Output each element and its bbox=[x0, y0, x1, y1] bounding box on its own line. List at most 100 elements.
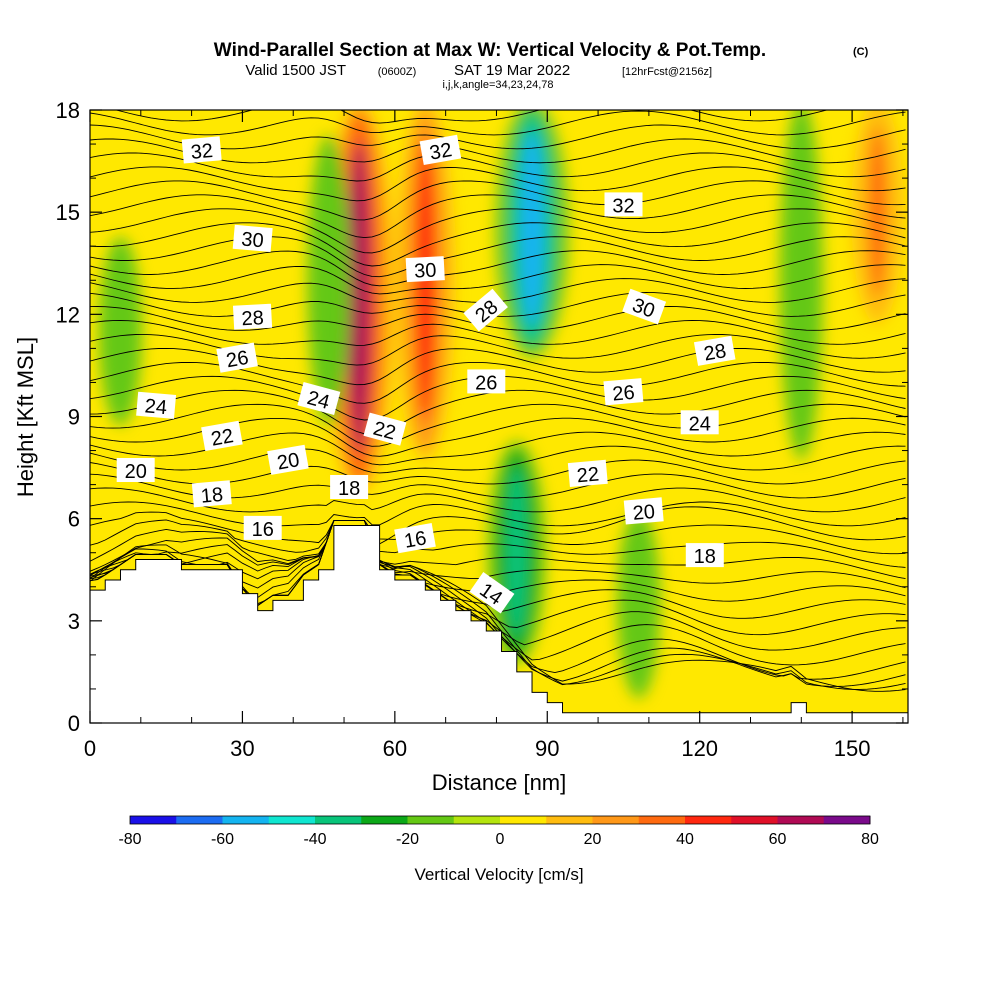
contour-label-text: 26 bbox=[612, 382, 636, 406]
contour-label-box bbox=[567, 459, 608, 488]
contour-label: 30 bbox=[405, 256, 445, 283]
contour-label: 32 bbox=[419, 134, 462, 166]
theta-line bbox=[90, 208, 906, 254]
colorbar-swatch bbox=[176, 816, 223, 824]
contour-label: 20 bbox=[267, 444, 309, 475]
theta-line bbox=[90, 222, 906, 267]
colorbar-swatch bbox=[823, 816, 871, 824]
contour-label: 28 bbox=[693, 335, 736, 366]
contour-label-box bbox=[232, 224, 273, 253]
contour-label: 22 bbox=[363, 412, 407, 446]
contour-label: 16 bbox=[394, 522, 436, 554]
velocity-cell bbox=[631, 532, 647, 675]
contour-label: 20 bbox=[116, 458, 155, 483]
x-tick-label: 150 bbox=[834, 736, 871, 761]
contour-label: 24 bbox=[136, 391, 177, 419]
contour-label-box bbox=[469, 572, 515, 614]
y-tick-label: 6 bbox=[68, 507, 80, 532]
contour-label-box bbox=[693, 335, 736, 366]
colorbar-swatch bbox=[500, 816, 547, 824]
colorbar-swatch bbox=[453, 816, 501, 824]
contour-label-box bbox=[243, 515, 282, 540]
contour-label-box bbox=[603, 378, 644, 406]
forecast-info: [12hrFcst@2156z] bbox=[622, 66, 712, 78]
contour-label: 18 bbox=[330, 475, 369, 500]
theta-line bbox=[90, 445, 906, 474]
valid-utc: (0600Z) bbox=[378, 66, 417, 78]
colorbar-tick-label: -20 bbox=[396, 831, 419, 848]
contour-label: 20 bbox=[623, 497, 664, 525]
contour-label-text: 32 bbox=[190, 140, 214, 164]
colorbar-tick-label: 80 bbox=[861, 831, 879, 848]
contour-label-text: 22 bbox=[209, 425, 235, 451]
copyright-mark: (C) bbox=[853, 46, 869, 58]
contour-label-text: 18 bbox=[694, 546, 716, 568]
chart-title: Wind-Parallel Section at Max W: Vertical… bbox=[214, 40, 766, 61]
contour-label-text: 16 bbox=[252, 519, 274, 541]
contour-label-text: 28 bbox=[241, 307, 264, 330]
colorbar-swatch bbox=[777, 816, 825, 824]
y-tick-label: 12 bbox=[56, 302, 80, 327]
colorbar-swatch bbox=[638, 816, 686, 824]
contour-label-text: 28 bbox=[702, 340, 728, 366]
theta-line bbox=[90, 152, 906, 182]
contour-label-text: 18 bbox=[200, 484, 224, 508]
contour-label-box bbox=[232, 303, 273, 330]
contour-label-box bbox=[680, 410, 719, 435]
theta-line bbox=[90, 519, 906, 589]
theta-line bbox=[90, 306, 906, 331]
theta-line bbox=[90, 166, 906, 202]
theta-line bbox=[90, 506, 906, 545]
y-tick-label: 3 bbox=[68, 609, 80, 634]
contour-label: 18 bbox=[191, 480, 232, 508]
theta-line bbox=[90, 292, 906, 317]
contour-label-text: 22 bbox=[576, 463, 600, 487]
contour-label-box bbox=[363, 412, 407, 446]
contour-label-box bbox=[419, 134, 462, 166]
contour-label-text: 24 bbox=[689, 413, 711, 435]
contour-label-box bbox=[330, 475, 369, 499]
contour-label: 18 bbox=[685, 543, 724, 568]
contour-label-text: 30 bbox=[414, 260, 437, 283]
contour-label: 16 bbox=[243, 515, 282, 541]
y-tick-label: 0 bbox=[68, 711, 80, 736]
contour-label-text: 32 bbox=[428, 139, 454, 165]
contour-label: 32 bbox=[604, 192, 643, 217]
contour-label-box bbox=[623, 497, 664, 525]
velocity-cell bbox=[506, 467, 527, 638]
terrain-mask bbox=[90, 524, 908, 723]
contour-label: 30 bbox=[232, 224, 273, 253]
theta-line bbox=[90, 487, 906, 513]
theta-line bbox=[90, 250, 906, 287]
colorbar-tick-label: 20 bbox=[584, 831, 602, 848]
theta-line bbox=[90, 110, 906, 136]
y-tick-label: 9 bbox=[68, 405, 80, 430]
velocity-cell bbox=[868, 127, 887, 298]
contour-label-box bbox=[685, 543, 724, 568]
contour-label-box bbox=[181, 136, 222, 164]
contour-label: 26 bbox=[603, 378, 644, 406]
x-tick-label: 60 bbox=[383, 736, 407, 761]
contour-label-box bbox=[405, 256, 445, 283]
contour-label-box bbox=[267, 444, 309, 475]
y-axis: 0 3 6 9 12 15 18 bbox=[56, 98, 908, 736]
velocity-cell bbox=[112, 260, 128, 403]
contour-label: 22 bbox=[201, 420, 243, 452]
contour-label-text: 20 bbox=[632, 501, 656, 525]
valid-time: Valid 1500 JST bbox=[245, 62, 346, 79]
theta-line bbox=[90, 501, 906, 527]
theta-line bbox=[90, 519, 906, 580]
x-tick-label: 120 bbox=[681, 736, 718, 761]
contour-label: 24 bbox=[680, 410, 719, 435]
colorbar-tick-label: -60 bbox=[211, 831, 234, 848]
colorbar-swatch bbox=[315, 816, 362, 824]
colorbar-tick-label: -40 bbox=[303, 831, 326, 848]
contour-label-box bbox=[394, 522, 436, 554]
theta-line bbox=[90, 403, 906, 447]
contour-label-box bbox=[297, 382, 341, 416]
x-axis: 0 30 60 90 120 150 bbox=[84, 110, 904, 761]
theta-line bbox=[90, 138, 906, 164]
